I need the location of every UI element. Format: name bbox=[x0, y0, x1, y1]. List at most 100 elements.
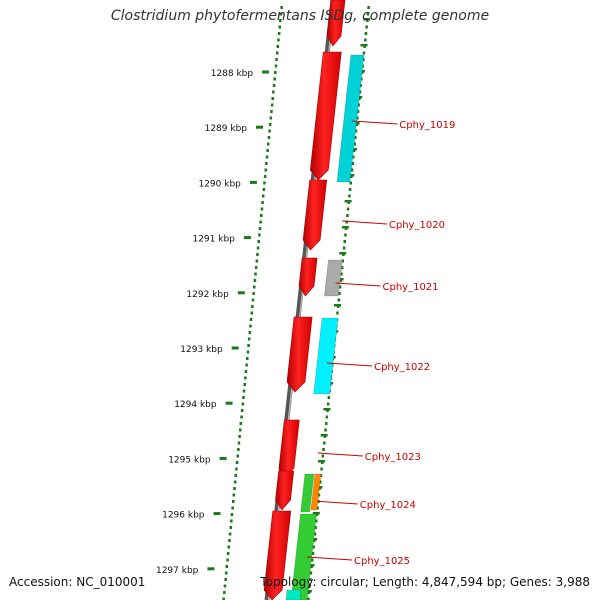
inner-guide-dot bbox=[224, 578, 227, 581]
gene-label-leader bbox=[306, 556, 353, 561]
inner-guide-dot bbox=[226, 558, 229, 562]
outer-guide-dot bbox=[354, 136, 357, 139]
inner-guide-dot bbox=[242, 389, 246, 393]
gene-label: Cphy_1023 bbox=[365, 452, 421, 463]
genome-title: Clostridium phytofermentans ISDg, comple… bbox=[110, 8, 490, 24]
gene-label: Cphy_1025 bbox=[354, 556, 410, 567]
outer-ring-tick bbox=[334, 304, 341, 307]
inner-guide-dot bbox=[280, 6, 283, 9]
outer-ring-tick bbox=[347, 174, 355, 177]
outer-guide-dot bbox=[308, 584, 311, 588]
scale-tick-label: 1289 kbp bbox=[205, 124, 248, 134]
outer-guide-dot bbox=[366, 12, 370, 16]
inner-guide-dot bbox=[246, 350, 250, 354]
outer-ring-tick bbox=[318, 460, 326, 463]
gene-label-leader bbox=[352, 120, 398, 125]
inner-guide-dot bbox=[240, 409, 244, 412]
inner-guide-dot bbox=[233, 480, 237, 484]
outer-guide-dot bbox=[351, 162, 354, 165]
inner-guide-dot bbox=[235, 467, 238, 471]
inner-guide-dot bbox=[274, 64, 278, 68]
scale-tick-label: 1288 kbp bbox=[211, 69, 254, 79]
scale-tick-label: 1295 kbp bbox=[168, 455, 211, 465]
inner-guide-dot bbox=[263, 175, 267, 178]
scale-tick-label: 1291 kbp bbox=[192, 235, 235, 245]
outer-guide-dot bbox=[323, 441, 326, 445]
outer-guide-dot bbox=[364, 32, 368, 35]
inner-guide-dot bbox=[279, 19, 282, 22]
inner-guide-dot bbox=[267, 136, 271, 139]
inner-guide-dot bbox=[226, 552, 230, 555]
inner-guide-dot bbox=[239, 422, 243, 425]
outer-guide-dot bbox=[319, 474, 323, 477]
inner-guide-dot bbox=[244, 370, 248, 373]
scale-tick bbox=[225, 401, 233, 405]
outer-guide-dot bbox=[346, 214, 349, 217]
inner-guide-dot bbox=[256, 253, 259, 256]
inner-guide-dot bbox=[268, 129, 271, 133]
accession-label: Accession: NC_010001 bbox=[9, 575, 146, 589]
inner-guide-dot bbox=[241, 402, 245, 406]
inner-guide-dot bbox=[270, 110, 273, 113]
inner-guide-dot bbox=[254, 272, 257, 276]
outer-guide-dot bbox=[348, 194, 351, 198]
cog-feature bbox=[324, 259, 343, 297]
outer-guide-dot bbox=[364, 38, 367, 42]
outer-guide-dot bbox=[340, 272, 343, 276]
inner-guide-dot bbox=[265, 155, 269, 159]
outer-guide-dot bbox=[358, 90, 362, 94]
cog-feature bbox=[336, 54, 365, 183]
genome-summary: Topology: circular; Length: 4,847,594 bp… bbox=[260, 575, 590, 589]
cds-feature bbox=[278, 419, 300, 479]
outer-guide-dot bbox=[349, 181, 352, 185]
outer-guide-dot bbox=[337, 298, 341, 302]
inner-guide-dot bbox=[230, 513, 234, 516]
scale-tick-label: 1290 kbp bbox=[198, 179, 241, 189]
inner-guide-dot bbox=[231, 506, 234, 510]
gene-label-leader bbox=[335, 282, 381, 287]
inner-guide-dot bbox=[249, 324, 252, 328]
outer-guide-dot bbox=[356, 110, 360, 113]
inner-guide-dot bbox=[236, 454, 239, 458]
scale-tick bbox=[262, 70, 270, 74]
outer-ring-tick bbox=[320, 434, 328, 437]
inner-guide-dot bbox=[244, 376, 247, 380]
inner-guide-dot bbox=[225, 565, 229, 568]
outer-guide-dot bbox=[322, 448, 325, 451]
outer-guide-dot bbox=[345, 220, 348, 224]
inner-guide-dot bbox=[234, 474, 237, 477]
inner-guide-dot bbox=[277, 32, 281, 35]
inner-guide-dot bbox=[263, 181, 266, 185]
inner-guide-dot bbox=[259, 220, 262, 224]
outer-guide-dot bbox=[348, 188, 352, 191]
cds-feature bbox=[326, 0, 346, 47]
inner-guide-dot bbox=[279, 12, 283, 16]
inner-guide-dot bbox=[253, 279, 257, 282]
outer-guide-dot bbox=[313, 532, 317, 536]
scale-tick bbox=[213, 512, 221, 516]
outer-guide-dot bbox=[352, 155, 355, 159]
outer-guide-dot bbox=[360, 77, 363, 81]
inner-guide-dot bbox=[272, 90, 275, 94]
outer-guide-dot bbox=[354, 129, 358, 133]
outer-guide-dot bbox=[338, 285, 342, 289]
cds-feature bbox=[286, 316, 313, 393]
inner-guide-dot bbox=[278, 25, 281, 29]
inner-guide-dot bbox=[235, 461, 239, 464]
scale-tick-label: 1297 kbp bbox=[156, 566, 199, 576]
outer-guide-dot bbox=[315, 519, 318, 523]
cds-feature bbox=[298, 257, 318, 297]
scale-tick bbox=[256, 125, 263, 129]
inner-guide-dot bbox=[248, 331, 252, 334]
outer-guide-dot bbox=[309, 571, 313, 575]
outer-guide-dot bbox=[356, 116, 359, 120]
outer-guide-dot bbox=[321, 454, 325, 458]
cog-feature bbox=[313, 317, 339, 395]
inner-guide-dot bbox=[252, 292, 255, 295]
inner-guide-dot bbox=[268, 123, 272, 126]
inner-guide-dot bbox=[240, 415, 243, 419]
inner-guide-dot bbox=[245, 363, 248, 367]
inner-guide-dot bbox=[247, 344, 250, 347]
outer-guide-dot bbox=[357, 103, 360, 107]
inner-guide-dot bbox=[230, 519, 233, 523]
